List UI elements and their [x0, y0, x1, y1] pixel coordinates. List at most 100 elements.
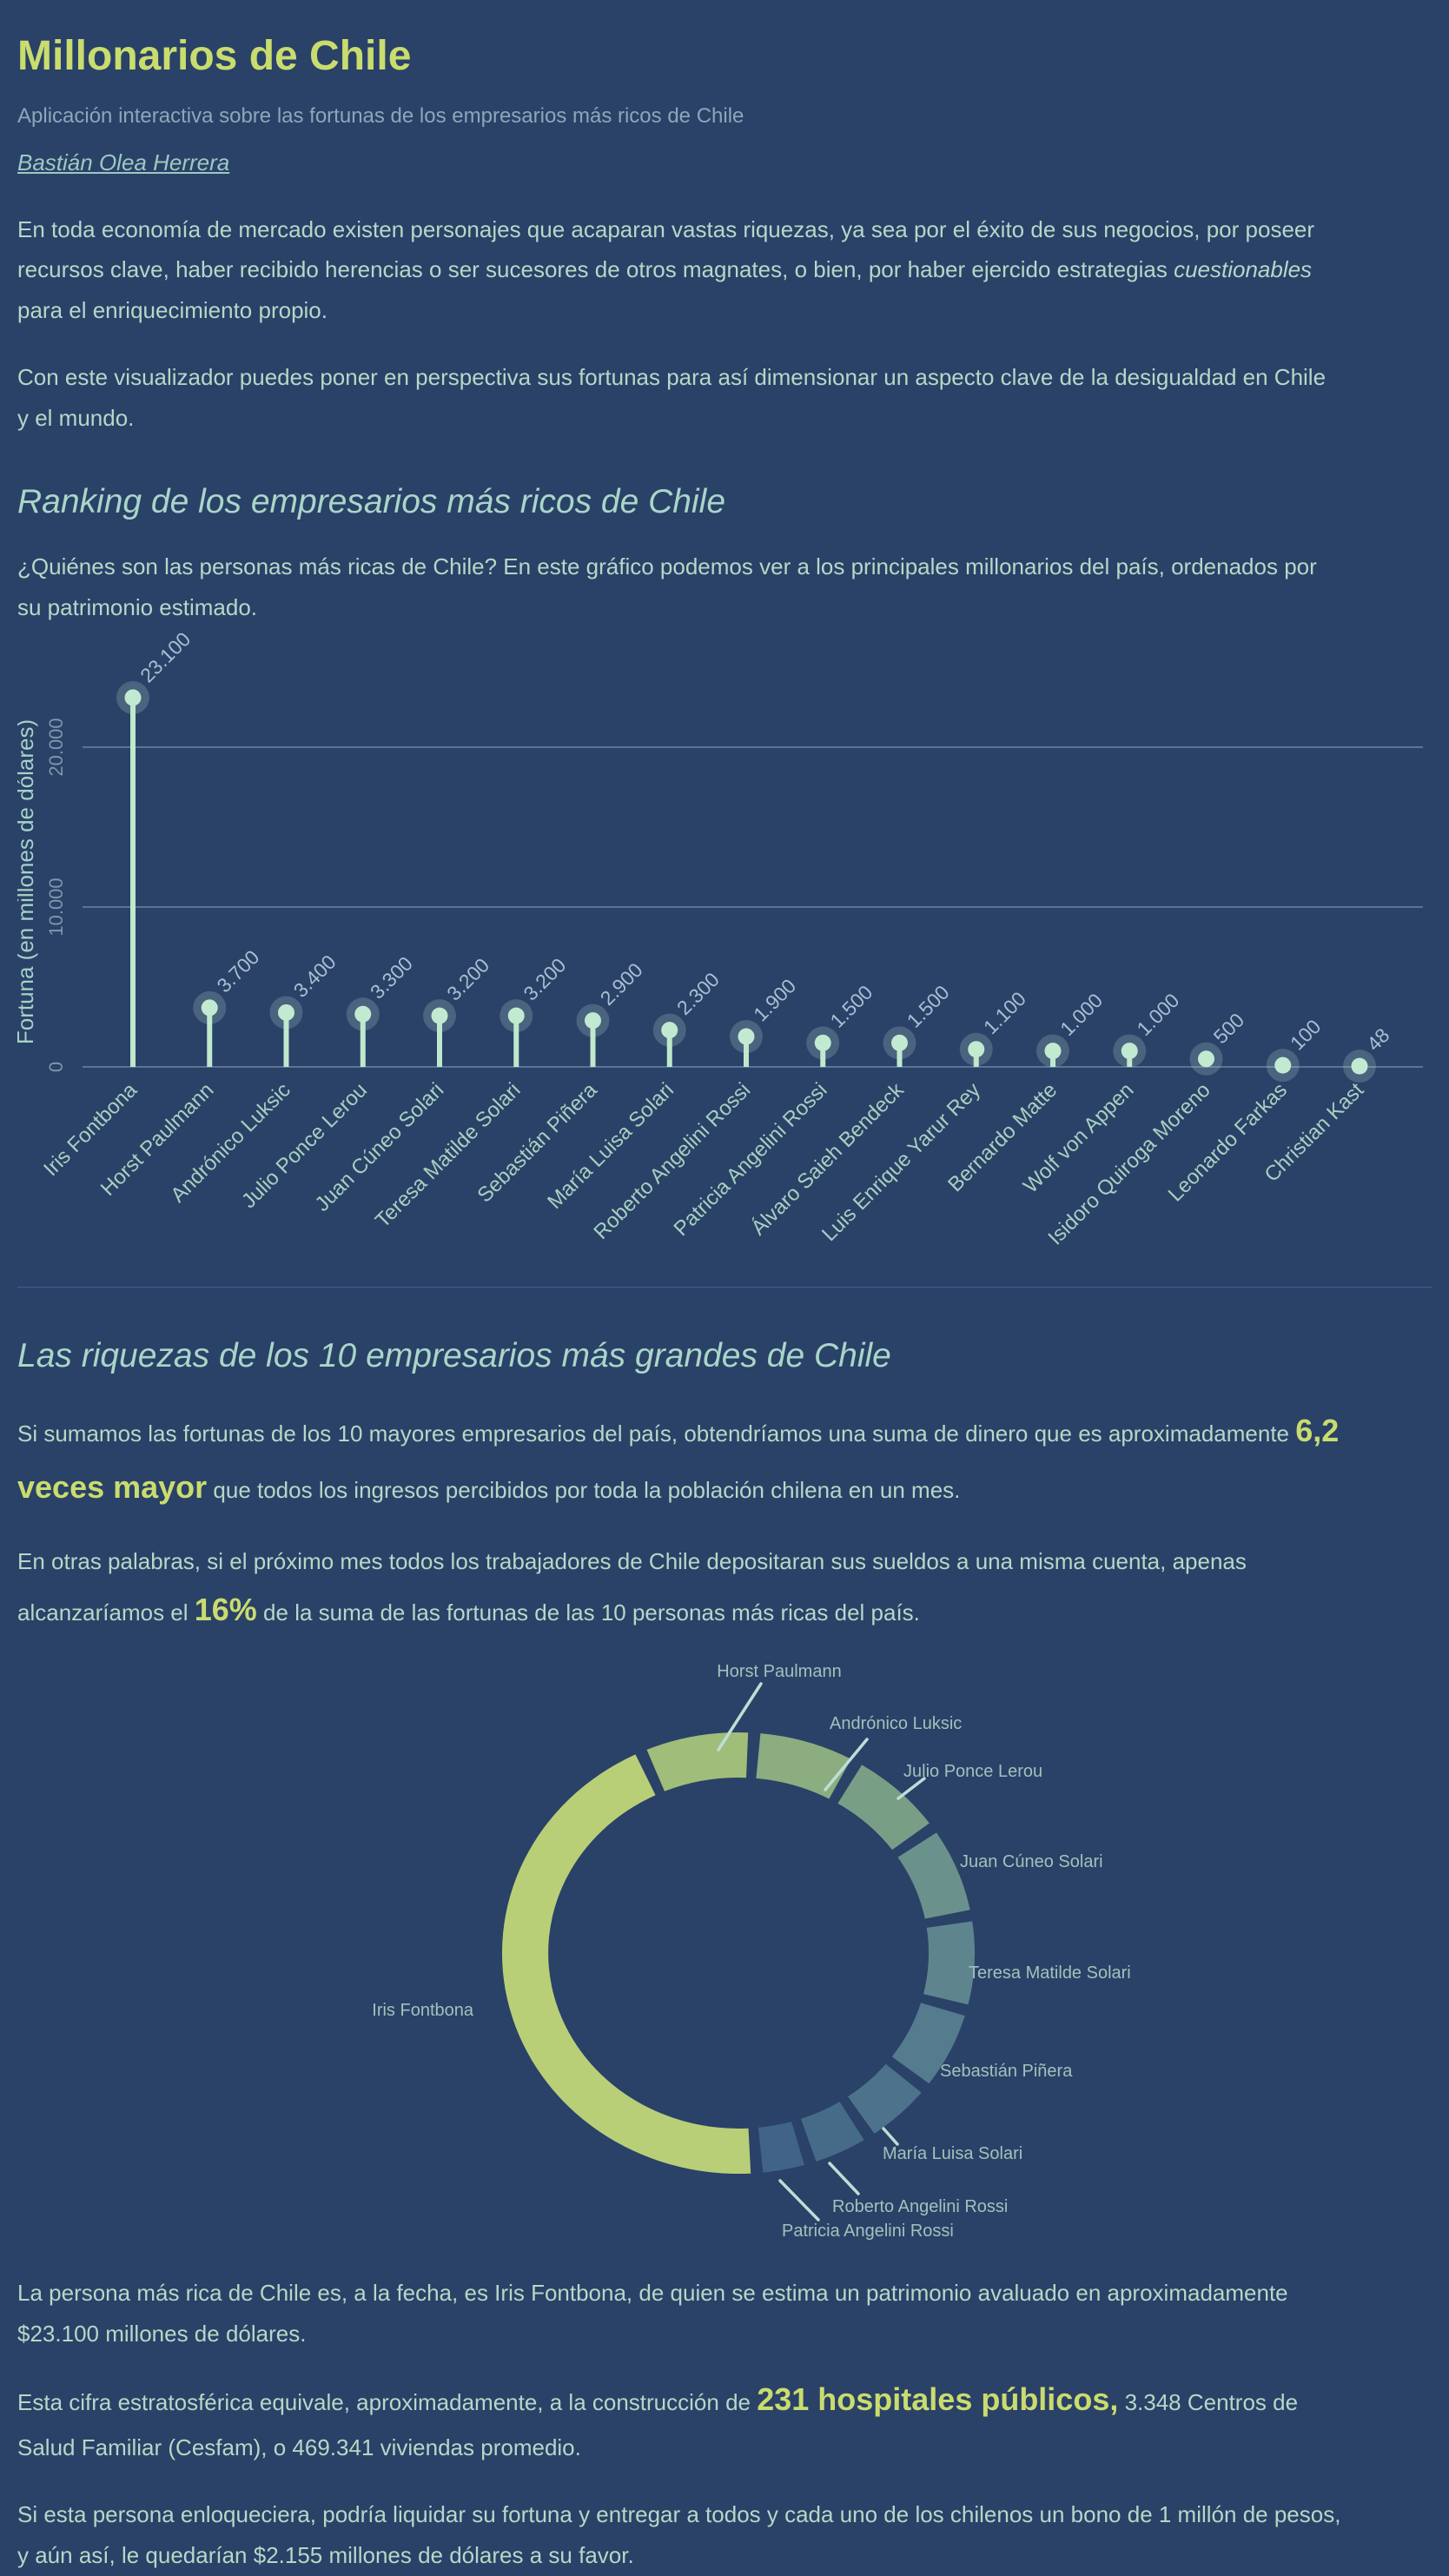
conclusion-p2-text-b: 3.348 Centros de Salud Familiar (Cesfam)…: [17, 2388, 1299, 2461]
donut-label: Iris Fontbona: [372, 2001, 474, 2020]
intro-p1-text-b: para el enriquecimiento propio.: [17, 297, 328, 324]
donut-leader-line: [882, 2127, 899, 2146]
page-title: Millonarios de Chile: [17, 33, 412, 79]
donut-leader-line: [897, 1777, 926, 1800]
lollipop-dot: [124, 689, 142, 706]
conclusion-paragraph-1: La persona más rica de Chile es, a la fe…: [17, 2279, 1288, 2347]
page: Millonarios de Chile Aplicación interact…: [0, 31, 1449, 2576]
category-label: Teresa Matilde Solari: [371, 1078, 526, 1233]
donut-segment: [801, 2102, 864, 2162]
conclusion-p2-text-a: Esta cifra estratosférica equivale, apro…: [17, 2388, 758, 2415]
donut-segment: [848, 2063, 922, 2134]
y-axis-title: Fortuna (en millones de dólares): [17, 719, 38, 1044]
value-label: 3.200: [442, 954, 493, 1005]
fortunes-lollipop-chart: 0 10.000 20.000 Fortuna (en millones de dól…: [17, 628, 1423, 1250]
lollipop-dot: [738, 1028, 755, 1045]
value-label: 500: [1209, 1009, 1249, 1049]
donut-leader-line: [828, 2162, 860, 2195]
lollipop-dot: [201, 999, 218, 1016]
value-label: 1.500: [903, 981, 954, 1032]
y-tick-label: 20.000: [45, 718, 67, 776]
donut-segment: [646, 1732, 749, 1791]
percent-highlight: 16%: [194, 1592, 257, 1628]
value-label: 3.400: [289, 950, 341, 1002]
donut-segment: [891, 2003, 965, 2084]
top10-section-heading: Las riquezas de los 10 empresarios más g…: [17, 1336, 891, 1374]
conclusion-paragraph-3: Si esta persona enloqueciera, podría liq…: [17, 2501, 1341, 2568]
lollipop-dot: [891, 1034, 908, 1051]
intro-p1-emphasis: cuestionables: [1174, 256, 1313, 283]
times-bigger-highlight: 6,2 veces mayor: [17, 1412, 1340, 1505]
category-label: Roberto Angelini Rossi: [589, 1078, 755, 1244]
value-label: 1.500: [825, 981, 877, 1032]
donut-label: Juan Cúneo Solari: [960, 1852, 1103, 1871]
intro-paragraph-1: En toda economía de mercado existen pers…: [17, 209, 1342, 331]
donut-label: Roberto Angelini Rossi: [832, 2197, 1008, 2216]
lollipop-dot: [1198, 1050, 1214, 1068]
ranking-section-heading: Ranking de los empresarios más ricos de …: [17, 482, 726, 520]
donut-segment: [897, 1832, 970, 1919]
value-label: 1.000: [1055, 989, 1107, 1040]
lollipop-dot: [1044, 1043, 1062, 1060]
value-label: 3.700: [212, 945, 263, 997]
top10-donut-chart: Iris Fontbona Horst Paulmann Andrónico Luk…: [372, 1662, 1131, 2241]
ranking-description: ¿Quiénes son las personas más ricas de C…: [17, 553, 1317, 621]
lollipop-dot: [585, 1012, 601, 1030]
category-label: Luis Enrique Yarur Rey: [817, 1078, 985, 1246]
intro-paragraph-2: Con este visualizador puedes poner en pe…: [17, 363, 1327, 431]
lollipop-dot: [507, 1007, 525, 1024]
author-link[interactable]: Bastián Olea Herrera: [17, 149, 230, 175]
donut-label: Patricia Angelini Rossi: [782, 2222, 954, 2241]
value-label: 1.100: [979, 987, 1030, 1038]
y-tick-label: 10.000: [45, 877, 67, 936]
value-label: 48: [1362, 1023, 1393, 1055]
intro-p1-text-a: En toda economía de mercado existen pers…: [17, 215, 1315, 283]
conclusion-paragraph-2: Esta cifra estratosférica equivale, apro…: [17, 2372, 1342, 2469]
donut-label: Teresa Matilde Solari: [969, 1963, 1131, 1983]
category-label: Juan Cúneo Solari: [311, 1078, 449, 1216]
value-label: 2.300: [672, 968, 724, 1019]
top10-paragraph-2: En otras palabras, si el próximo mes tod…: [17, 1541, 1342, 1639]
top10-paragraph-1: Si sumamos las fortunas de los 10 mayore…: [17, 1403, 1342, 1516]
category-label: Patricia Angelini Rossi: [669, 1078, 831, 1241]
top10-p2-text-a: En otras palabras, si el próximo mes tod…: [17, 1548, 1247, 1626]
donut-leader-line: [717, 1682, 763, 1752]
value-label: 3.200: [519, 954, 570, 1005]
donut-label: Sebastián Piñera: [940, 2062, 1073, 2081]
category-label: María Luisa Solari: [543, 1078, 678, 1214]
value-label: 1.900: [749, 974, 800, 1025]
top10-p1-text-b: que todos los ingresos percibidos por to…: [207, 1476, 961, 1503]
category-label: Álvaro Saieh Bendeck: [747, 1077, 910, 1240]
donut-segment: [923, 1921, 976, 2005]
donut-segment: [758, 2121, 804, 2173]
lollipop-dot: [431, 1007, 448, 1024]
value-label: 3.300: [366, 952, 417, 1003]
lollipop-dot: [661, 1022, 678, 1039]
page-subtitle: Aplicación interactiva sobre las fortuna…: [17, 103, 744, 128]
donut-segment: [756, 1733, 851, 1799]
value-label: 23.100: [136, 628, 195, 686]
y-tick-label: 0: [45, 1062, 67, 1072]
hospitals-highlight: 231 hospitales públicos,: [757, 2381, 1119, 2417]
donut-label: Andrónico Luksic: [830, 1714, 962, 1733]
donut-leader-line: [824, 1738, 869, 1791]
value-label: 100: [1286, 1015, 1326, 1055]
lollipop-dot: [1121, 1043, 1138, 1060]
lollipop-dot: [278, 1003, 294, 1021]
donut-label: María Luisa Solari: [883, 2144, 1022, 2163]
top10-p2-text-b: de la suma de las fortunas de las 10 per…: [256, 1599, 920, 1626]
author-line: Bastián Olea Herrera: [17, 149, 1432, 176]
donut-segment: [501, 1754, 751, 2175]
lollipop-dot: [1351, 1057, 1368, 1075]
donut-label: Julio Ponce Lerou: [903, 1762, 1042, 1781]
donut-segment: [837, 1765, 930, 1851]
lollipop-dot: [814, 1034, 831, 1051]
donut-label: Horst Paulmann: [717, 1662, 841, 1681]
value-label: 2.900: [596, 958, 647, 1010]
value-label: 1.000: [1132, 989, 1183, 1040]
lollipop-dot: [968, 1041, 985, 1058]
lollipop-dot: [1274, 1056, 1292, 1074]
top10-p1-text-a: Si sumamos las fortunas de los 10 mayore…: [17, 1420, 1296, 1447]
lollipop-dot: [354, 1005, 372, 1023]
donut-leader-line: [778, 2179, 820, 2222]
